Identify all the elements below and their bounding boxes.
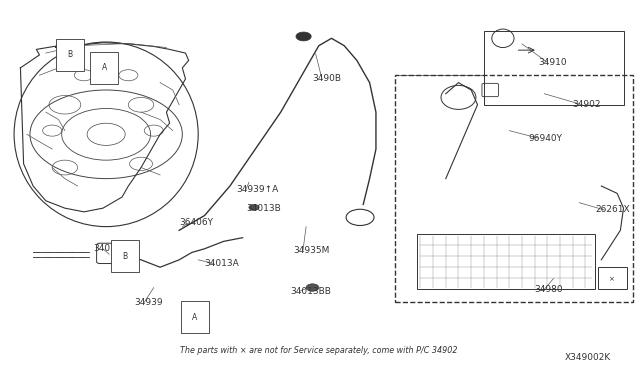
Text: 26261X: 26261X	[595, 205, 630, 215]
Text: A: A	[193, 312, 198, 321]
Text: 96940Y: 96940Y	[528, 134, 563, 142]
Text: B: B	[123, 251, 128, 261]
Text: X349002K: X349002K	[564, 353, 611, 362]
Circle shape	[296, 32, 311, 41]
Text: 34939: 34939	[134, 298, 163, 307]
Circle shape	[249, 205, 259, 211]
Text: ×: ×	[608, 276, 614, 282]
Text: 34013A: 34013A	[205, 259, 239, 268]
Text: 34939↑A: 34939↑A	[236, 185, 278, 194]
Text: 3490B: 3490B	[312, 74, 342, 83]
Text: A: A	[102, 63, 107, 72]
Circle shape	[306, 284, 319, 291]
Text: B: B	[67, 51, 72, 60]
Text: 34902: 34902	[573, 100, 601, 109]
Text: 34013B: 34013B	[246, 203, 280, 213]
Text: 36406Y: 36406Y	[179, 218, 213, 227]
Text: 34910: 34910	[538, 58, 566, 67]
Text: 34013BB: 34013BB	[290, 287, 331, 296]
Text: 34935M: 34935M	[293, 246, 330, 255]
Text: 34980: 34980	[534, 285, 563, 294]
Bar	[598, 267, 627, 289]
Bar	[395, 75, 633, 302]
Bar	[417, 234, 595, 289]
Bar	[484, 31, 623, 105]
Text: The parts with × are not for Service separately, come with P/C 34902: The parts with × are not for Service sep…	[180, 346, 458, 355]
Text: 34013BA: 34013BA	[93, 244, 134, 253]
